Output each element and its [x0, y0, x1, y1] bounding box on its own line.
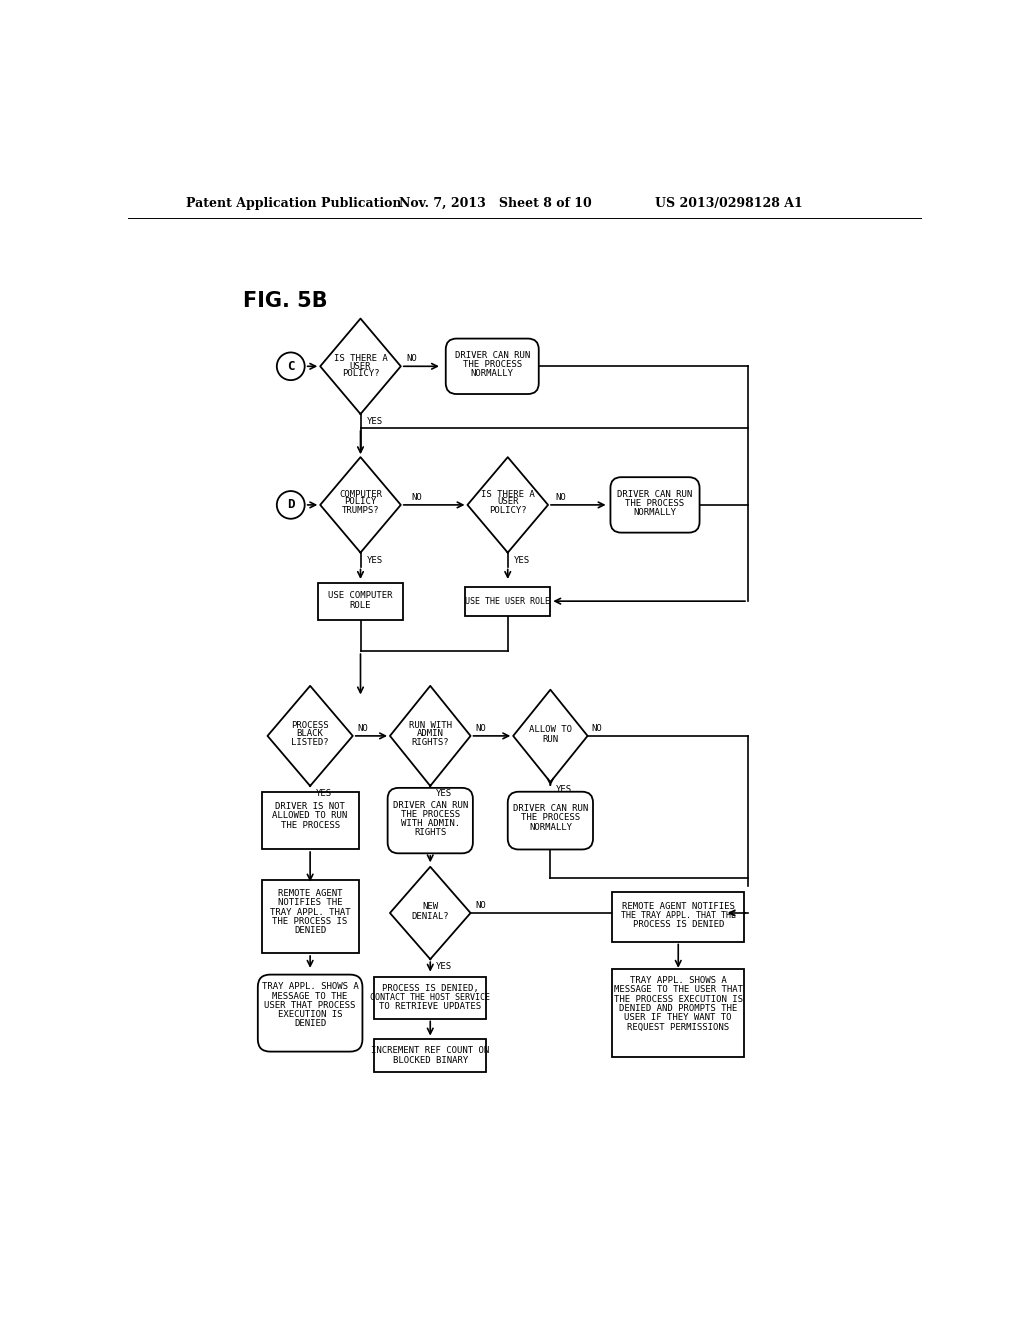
Bar: [262, 792, 358, 850]
Text: TRAY APPL. SHOWS A: TRAY APPL. SHOWS A: [262, 982, 358, 991]
Bar: [612, 892, 744, 942]
Text: Patent Application Publication: Patent Application Publication: [186, 197, 401, 210]
Text: DRIVER CAN RUN: DRIVER CAN RUN: [513, 804, 588, 813]
Text: USE COMPUTER: USE COMPUTER: [329, 591, 393, 601]
Text: NO: NO: [555, 492, 566, 502]
Text: NOTIFIES THE: NOTIFIES THE: [278, 899, 342, 907]
Text: YES: YES: [514, 556, 529, 565]
Bar: [374, 1039, 486, 1072]
Text: Nov. 7, 2013   Sheet 8 of 10: Nov. 7, 2013 Sheet 8 of 10: [399, 197, 592, 210]
Text: DENIED: DENIED: [294, 1019, 327, 1028]
Text: NO: NO: [407, 354, 417, 363]
Text: ADMIN: ADMIN: [417, 729, 443, 738]
Text: THE TRAY APPL. THAT THE: THE TRAY APPL. THAT THE: [621, 911, 736, 920]
Text: ROLE: ROLE: [350, 602, 372, 610]
Text: YES: YES: [436, 962, 453, 972]
Text: YES: YES: [556, 785, 572, 795]
Text: US 2013/0298128 A1: US 2013/0298128 A1: [655, 197, 803, 210]
Text: DRIVER CAN RUN: DRIVER CAN RUN: [392, 801, 468, 809]
Text: THE PROCESS IS: THE PROCESS IS: [272, 917, 348, 925]
FancyBboxPatch shape: [388, 788, 473, 853]
Bar: [612, 969, 744, 1057]
Text: PROCESS: PROCESS: [291, 721, 329, 730]
Text: NO: NO: [411, 492, 422, 502]
Text: RUN WITH: RUN WITH: [409, 721, 452, 730]
Text: RUN: RUN: [543, 735, 558, 744]
Text: THE PROCESS: THE PROCESS: [400, 810, 460, 818]
Text: YES: YES: [367, 417, 383, 426]
Text: IS THERE A: IS THERE A: [334, 354, 387, 363]
FancyBboxPatch shape: [610, 478, 699, 533]
Text: REMOTE AGENT: REMOTE AGENT: [278, 890, 342, 898]
Text: LISTED?: LISTED?: [291, 738, 329, 747]
Text: NO: NO: [357, 723, 369, 733]
Text: PROCESS IS DENIED: PROCESS IS DENIED: [633, 920, 724, 929]
Text: COMPUTER: COMPUTER: [339, 490, 382, 499]
Text: NO: NO: [475, 900, 486, 909]
Text: NO: NO: [592, 723, 602, 733]
Text: THE PROCESS: THE PROCESS: [626, 499, 685, 508]
Text: C: C: [287, 360, 295, 372]
Text: THE PROCESS: THE PROCESS: [521, 813, 580, 822]
Text: MESSAGE TO THE USER THAT: MESSAGE TO THE USER THAT: [613, 986, 742, 994]
Text: NORMALLY: NORMALLY: [634, 508, 677, 517]
Text: RIGHTS: RIGHTS: [414, 829, 446, 837]
Text: PROCESS IS DENIED,: PROCESS IS DENIED,: [382, 983, 478, 993]
Text: THE PROCESS: THE PROCESS: [281, 821, 340, 830]
FancyBboxPatch shape: [445, 339, 539, 395]
FancyBboxPatch shape: [258, 974, 362, 1052]
Bar: [317, 582, 403, 619]
Text: NEW: NEW: [422, 903, 438, 911]
Text: NO: NO: [475, 723, 486, 733]
Text: POLICY?: POLICY?: [488, 506, 526, 515]
Text: INCREMENT REF COUNT ON: INCREMENT REF COUNT ON: [371, 1045, 489, 1055]
Text: THE PROCESS: THE PROCESS: [463, 360, 522, 370]
Bar: [262, 880, 358, 953]
Text: DENIED AND PROMPTS THE: DENIED AND PROMPTS THE: [620, 1005, 737, 1012]
Text: ALLOW TO: ALLOW TO: [528, 725, 571, 734]
Text: USER IF THEY WANT TO: USER IF THEY WANT TO: [625, 1014, 732, 1022]
Text: BLOCKED BINARY: BLOCKED BINARY: [392, 1056, 468, 1064]
Text: TRUMPS?: TRUMPS?: [342, 506, 379, 515]
Text: USER: USER: [350, 362, 372, 371]
Text: DENIAL?: DENIAL?: [412, 912, 450, 921]
Text: POLICY: POLICY: [344, 498, 377, 507]
Text: DRIVER IS NOT: DRIVER IS NOT: [275, 803, 345, 812]
Bar: [465, 586, 550, 615]
Text: D: D: [287, 499, 295, 511]
Text: FIG. 5B: FIG. 5B: [243, 290, 328, 310]
Bar: [374, 977, 486, 1019]
Text: DENIED: DENIED: [294, 927, 327, 935]
Text: YES: YES: [316, 789, 332, 799]
Text: WITH ADMIN.: WITH ADMIN.: [400, 820, 460, 828]
Text: ALLOWED TO RUN: ALLOWED TO RUN: [272, 812, 348, 821]
Text: DRIVER CAN RUN: DRIVER CAN RUN: [455, 351, 529, 360]
Text: DRIVER CAN RUN: DRIVER CAN RUN: [617, 490, 692, 499]
Text: NORMALLY: NORMALLY: [471, 370, 514, 379]
Text: USER: USER: [497, 498, 518, 507]
FancyBboxPatch shape: [508, 792, 593, 850]
Text: BLACK: BLACK: [297, 729, 324, 738]
Text: TRAY APPL. THAT: TRAY APPL. THAT: [269, 908, 350, 916]
Text: RIGHTS?: RIGHTS?: [412, 738, 450, 747]
Text: IS THERE A: IS THERE A: [481, 490, 535, 499]
Text: USER THAT PROCESS: USER THAT PROCESS: [264, 1001, 355, 1010]
Text: POLICY?: POLICY?: [342, 370, 379, 379]
Text: CONTACT THE HOST SERVICE: CONTACT THE HOST SERVICE: [371, 993, 490, 1002]
Text: THE PROCESS EXECUTION IS: THE PROCESS EXECUTION IS: [613, 995, 742, 1003]
Text: YES: YES: [436, 789, 453, 799]
Text: EXECUTION IS: EXECUTION IS: [278, 1010, 342, 1019]
Text: TO RETRIEVE UPDATES: TO RETRIEVE UPDATES: [379, 1002, 481, 1011]
Text: NORMALLY: NORMALLY: [528, 824, 571, 832]
Text: YES: YES: [367, 556, 383, 565]
Text: TRAY APPL. SHOWS A: TRAY APPL. SHOWS A: [630, 977, 727, 985]
Text: REQUEST PERMISSIONS: REQUEST PERMISSIONS: [627, 1023, 729, 1031]
Text: REMOTE AGENT NOTIFIES: REMOTE AGENT NOTIFIES: [622, 902, 734, 911]
Text: MESSAGE TO THE: MESSAGE TO THE: [272, 991, 348, 1001]
Text: USE THE USER ROLE: USE THE USER ROLE: [465, 597, 550, 606]
